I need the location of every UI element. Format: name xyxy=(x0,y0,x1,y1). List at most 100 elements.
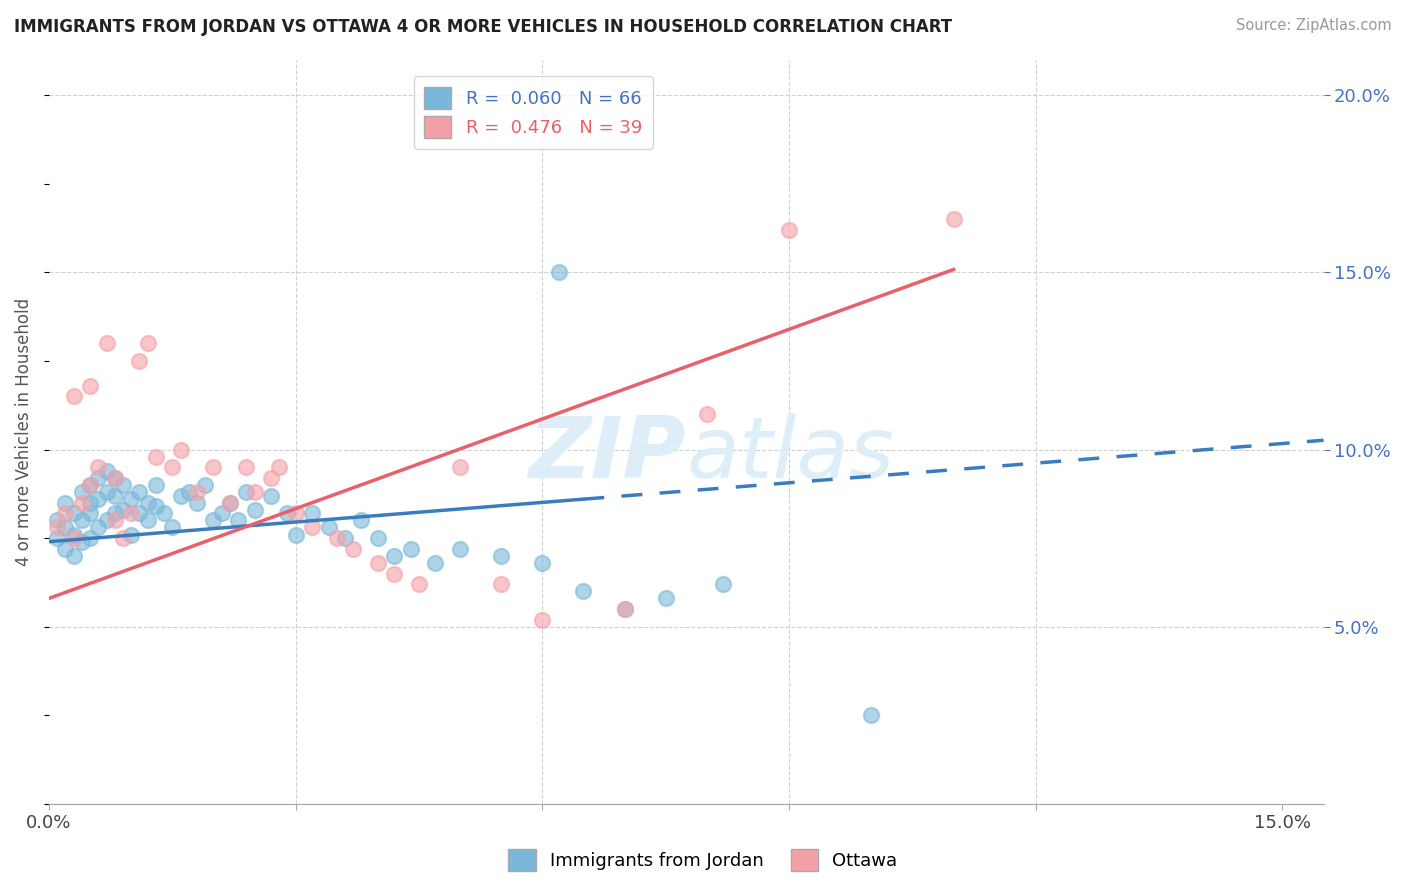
Text: Source: ZipAtlas.com: Source: ZipAtlas.com xyxy=(1236,18,1392,33)
Point xyxy=(104,506,127,520)
Point xyxy=(219,496,242,510)
Point xyxy=(491,549,513,563)
Point xyxy=(169,489,191,503)
Point xyxy=(62,506,84,520)
Point xyxy=(711,577,734,591)
Point xyxy=(547,265,569,279)
Point xyxy=(260,471,283,485)
Point xyxy=(162,460,184,475)
Point xyxy=(70,513,93,527)
Point xyxy=(613,602,636,616)
Point xyxy=(79,478,101,492)
Point xyxy=(87,460,110,475)
Point xyxy=(128,485,150,500)
Point xyxy=(111,478,134,492)
Point xyxy=(145,450,167,464)
Point xyxy=(778,223,800,237)
Point xyxy=(177,485,200,500)
Point xyxy=(136,496,159,510)
Point xyxy=(46,520,69,534)
Point xyxy=(55,506,77,520)
Point xyxy=(153,506,176,520)
Point xyxy=(425,556,447,570)
Point xyxy=(235,485,257,500)
Text: IMMIGRANTS FROM JORDAN VS OTTAWA 4 OR MORE VEHICLES IN HOUSEHOLD CORRELATION CHA: IMMIGRANTS FROM JORDAN VS OTTAWA 4 OR MO… xyxy=(14,18,952,36)
Point xyxy=(46,513,69,527)
Point xyxy=(79,478,101,492)
Point xyxy=(96,513,118,527)
Point xyxy=(62,549,84,563)
Point xyxy=(62,389,84,403)
Point xyxy=(120,527,142,541)
Point xyxy=(531,613,554,627)
Point xyxy=(318,520,340,534)
Point xyxy=(104,513,127,527)
Point xyxy=(333,531,356,545)
Point xyxy=(326,531,349,545)
Point xyxy=(367,556,389,570)
Point xyxy=(120,506,142,520)
Point xyxy=(104,471,127,485)
Point xyxy=(55,496,77,510)
Point xyxy=(79,506,101,520)
Text: ZIP: ZIP xyxy=(529,413,686,496)
Point xyxy=(186,496,208,510)
Point xyxy=(70,534,93,549)
Point xyxy=(111,531,134,545)
Point xyxy=(128,506,150,520)
Point xyxy=(169,442,191,457)
Legend: Immigrants from Jordan, Ottawa: Immigrants from Jordan, Ottawa xyxy=(502,842,904,879)
Point xyxy=(942,212,965,227)
Point xyxy=(120,492,142,507)
Point xyxy=(87,471,110,485)
Point xyxy=(572,584,595,599)
Point xyxy=(79,531,101,545)
Point xyxy=(301,520,323,534)
Point xyxy=(145,478,167,492)
Point xyxy=(128,354,150,368)
Point xyxy=(219,496,242,510)
Point xyxy=(194,478,217,492)
Point xyxy=(111,502,134,516)
Legend: R =  0.060   N = 66, R =  0.476   N = 39: R = 0.060 N = 66, R = 0.476 N = 39 xyxy=(413,76,654,149)
Point xyxy=(226,513,249,527)
Point xyxy=(408,577,430,591)
Point xyxy=(96,464,118,478)
Point xyxy=(860,708,883,723)
Point xyxy=(269,460,291,475)
Point xyxy=(202,513,225,527)
Point xyxy=(260,489,283,503)
Point xyxy=(104,489,127,503)
Point xyxy=(696,407,718,421)
Point xyxy=(342,541,364,556)
Point xyxy=(382,566,405,581)
Point xyxy=(145,500,167,514)
Point xyxy=(449,541,471,556)
Point xyxy=(613,602,636,616)
Point xyxy=(62,527,84,541)
Point xyxy=(202,460,225,475)
Point xyxy=(350,513,373,527)
Point xyxy=(491,577,513,591)
Point xyxy=(186,485,208,500)
Point xyxy=(79,496,101,510)
Point xyxy=(55,541,77,556)
Point xyxy=(367,531,389,545)
Point xyxy=(449,460,471,475)
Y-axis label: 4 or more Vehicles in Household: 4 or more Vehicles in Household xyxy=(15,298,32,566)
Point xyxy=(235,460,257,475)
Point xyxy=(654,591,676,606)
Point xyxy=(55,520,77,534)
Point xyxy=(136,513,159,527)
Point xyxy=(243,502,266,516)
Point xyxy=(211,506,233,520)
Point xyxy=(136,336,159,351)
Point xyxy=(46,531,69,545)
Point xyxy=(96,336,118,351)
Point xyxy=(276,506,298,520)
Point xyxy=(70,485,93,500)
Point xyxy=(96,485,118,500)
Point xyxy=(531,556,554,570)
Point xyxy=(87,520,110,534)
Point xyxy=(399,541,422,556)
